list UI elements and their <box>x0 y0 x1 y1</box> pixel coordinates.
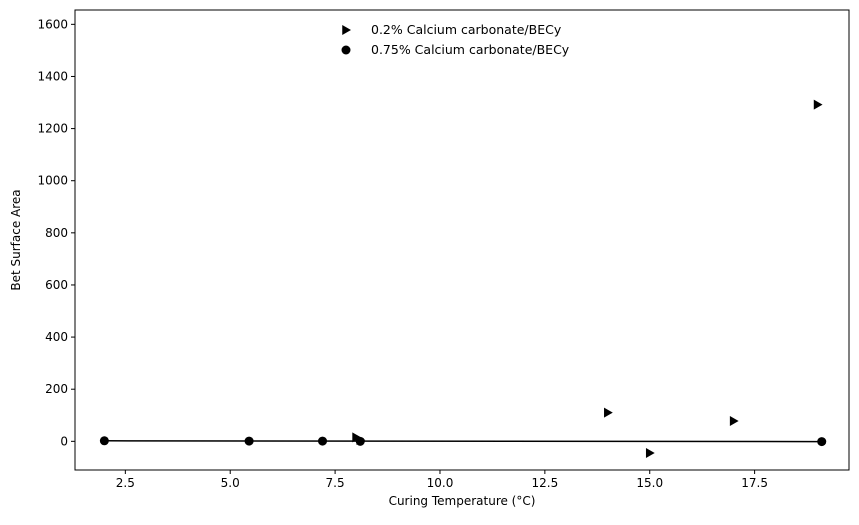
y-tick-label: 800 <box>45 226 68 240</box>
legend: 0.2% Calcium carbonate/BECy 0.75% Calciu… <box>341 22 570 57</box>
data-point-triangle <box>604 407 613 418</box>
y-tick-label: 1400 <box>37 69 68 83</box>
x-tick-label: 5.0 <box>221 476 240 490</box>
legend-marker-triangle <box>342 25 351 35</box>
x-tick-label: 10.0 <box>427 476 454 490</box>
ticks-layer: 2.5 5.0 7.5 10.0 12.5 15.0 17.5 0 200 400 600 800 10… <box>37 17 768 490</box>
y-tick-label: 400 <box>45 330 68 344</box>
x-tick-label: 15.0 <box>636 476 663 490</box>
legend-entry-1: 0.75% Calcium carbonate/BECy <box>371 42 570 57</box>
legend-entry-0: 0.2% Calcium carbonate/BECy <box>371 22 562 37</box>
data-point-circle <box>355 436 365 446</box>
x-tick-label: 17.5 <box>741 476 768 490</box>
legend-marker-circle <box>341 45 351 55</box>
data-point-circle <box>244 436 254 446</box>
y-tick-label: 1600 <box>37 17 68 31</box>
y-tick-label: 1200 <box>37 122 68 136</box>
plot-layer <box>99 99 827 459</box>
y-axis-label: Bet Surface Area <box>9 189 23 290</box>
data-point-triangle <box>813 99 823 110</box>
data-point-circle <box>817 437 827 447</box>
x-tick-label: 2.5 <box>116 476 135 490</box>
data-point-triangle <box>645 448 655 459</box>
x-axis-label: Curing Temperature (°C) <box>389 494 536 508</box>
data-point-triangle <box>729 416 739 427</box>
plot-frame <box>74 9 850 471</box>
data-point-circle <box>318 436 328 446</box>
y-tick-label: 0 <box>60 434 68 448</box>
y-tick-label: 1000 <box>37 174 68 188</box>
data-point-circle <box>99 436 109 446</box>
fit-line <box>104 440 822 443</box>
y-tick-label: 200 <box>45 382 68 396</box>
x-tick-label: 12.5 <box>531 476 558 490</box>
x-tick-label: 7.5 <box>326 476 345 490</box>
y-tick-label: 600 <box>45 278 68 292</box>
